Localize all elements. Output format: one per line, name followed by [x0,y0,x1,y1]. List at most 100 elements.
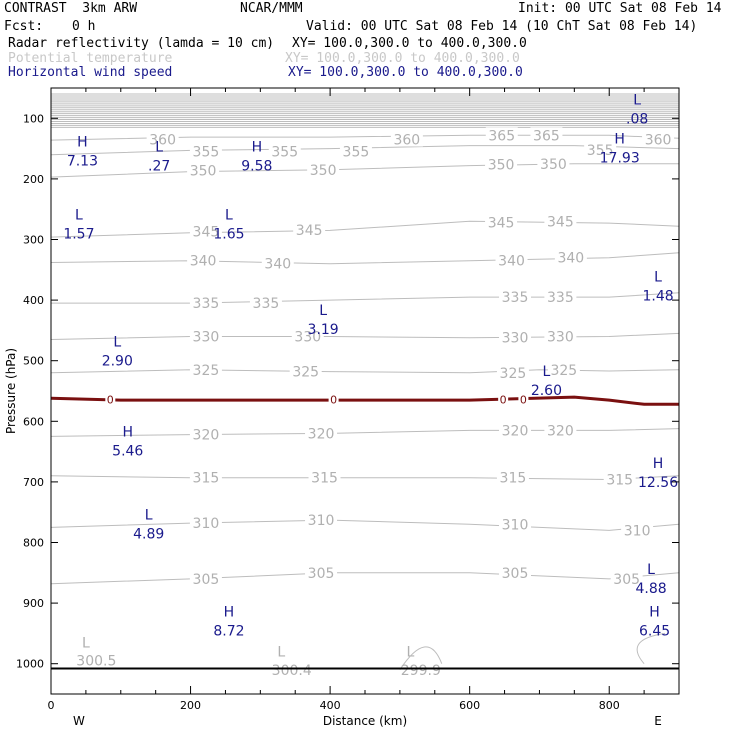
theta-label: 335 [547,290,574,306]
field-xy-wind: XY= 100.0,300.0 to 400.0,300.0 [288,65,523,80]
theta-label: 360 [645,133,672,149]
theta-label-bg [499,422,532,438]
theta-label: 350 [540,157,567,173]
theta-label-bg [189,515,222,531]
surface-theta-label: L [82,635,90,651]
theta-label-bg [530,127,563,143]
y-tick-label: 500 [23,355,44,368]
theta-label: 355 [343,145,370,161]
theta-label: 355 [193,145,220,161]
y-tick-label: 300 [23,234,44,247]
wind-extremum-type: H [614,132,625,148]
theta-label: 340 [498,254,525,270]
theta-label: 325 [500,366,527,382]
theta-label: 340 [264,257,291,273]
theta-label-bg [642,131,675,147]
wind-extremum-type: H [224,604,235,620]
theta-label-bg [308,469,341,485]
theta-label-bg [544,213,577,229]
x-tick-label: 800 [599,699,620,712]
theta-label-bg [305,425,338,441]
theta-label-bg [485,127,518,143]
zero-label: 0 [330,393,337,406]
theta-label: 340 [190,254,217,270]
theta-contour-305 [50,572,680,585]
wind-extremum-value: 4.89 [133,526,164,542]
theta-label-bg [554,249,587,265]
zero-label-bg [498,393,509,406]
y-tick-label: 100 [23,112,44,125]
y-tick-label: 800 [23,537,44,550]
theta-label: 325 [193,363,220,379]
wind-extremum-value: 2.60 [531,383,562,399]
center-label: NCAR/MMM [240,1,303,16]
zero-label: 0 [107,393,114,406]
theta-label-bg [339,143,372,159]
surface-labels: L 300.5 L 300.4 L 299.9 [76,632,666,679]
x-axis-label: Distance (km) [323,714,407,728]
wind-extremum-type: H [252,140,263,156]
wind-extremum-value: 4.88 [636,581,667,597]
theta-label-bg [390,131,423,147]
theta-contour-315 [50,475,680,481]
y-tick-label: 700 [23,476,44,489]
theta-label: 350 [310,163,337,179]
theta-label-bg [189,223,222,239]
wind-extremum-type: H [122,424,133,440]
wind-extremum-value: 12.56 [638,475,678,491]
theta-label-bg [496,469,529,485]
zero-label-bg [105,393,116,406]
theta-label: 345 [547,214,574,230]
wind-extremum-type: L [633,92,641,108]
fcst-label: Fcst: [4,19,44,34]
wind-extremum-value: .27 [148,159,170,175]
theta-label: 345 [193,225,220,241]
east-label: E [654,714,662,728]
theta-label-bg [621,522,654,538]
y-tick-label: 400 [23,294,44,307]
theta-label-bg [485,156,518,172]
theta-label-bg [499,289,532,305]
theta-label-bg [307,161,340,177]
theta-label: 350 [488,157,515,173]
wind-extremum-value: 9.58 [241,159,272,175]
field-name-theta: Potential temperature [8,51,173,66]
surface-theta-label: L [277,645,285,661]
theta-label-bg [268,143,301,159]
theta-label: 325 [292,365,319,381]
y-tick-label: 1000 [16,658,44,671]
wind-extremum-value: 17.93 [600,151,640,167]
theta-label: 365 [488,128,515,144]
theta-label: 360 [393,133,420,149]
theta-label-bg [496,364,529,380]
theta-label-bg [189,469,222,485]
theta-label-bg [189,570,222,586]
theta-label-bg [495,252,528,268]
theta-contour-360 [50,134,680,141]
upper-theta-band [51,93,679,128]
theta-label: 340 [557,251,584,267]
surface-theta-label: L [406,645,414,661]
theta-label-bg [544,422,577,438]
theta-label: 355 [271,145,298,161]
theta-label-bg [537,155,570,171]
wind-extremum-value: 8.72 [213,623,244,639]
zero-label: 0 [520,393,527,406]
theta-label: 310 [624,523,651,539]
theta-contour-345 [50,220,680,238]
x-tick-label: 600 [459,699,480,712]
theta-label-bg [146,131,179,147]
wind-extremum-type: L [654,269,662,285]
theta-label: 320 [502,423,529,439]
field-name-reflectivity: Radar reflectivity (lamda = 10 cm) [8,36,275,51]
theta-label: 310 [193,516,220,532]
theta-label-bg [187,252,220,268]
theta-contour-350 [50,163,679,178]
theta-label-bg [305,512,338,528]
fcst-value: 0 h [72,19,96,34]
x-tick-label: 200 [180,699,201,712]
theta-contour-325 [50,369,680,374]
theta-label: 305 [308,566,335,582]
theta-label-bg [610,570,643,586]
theta-label-bg [289,363,322,379]
